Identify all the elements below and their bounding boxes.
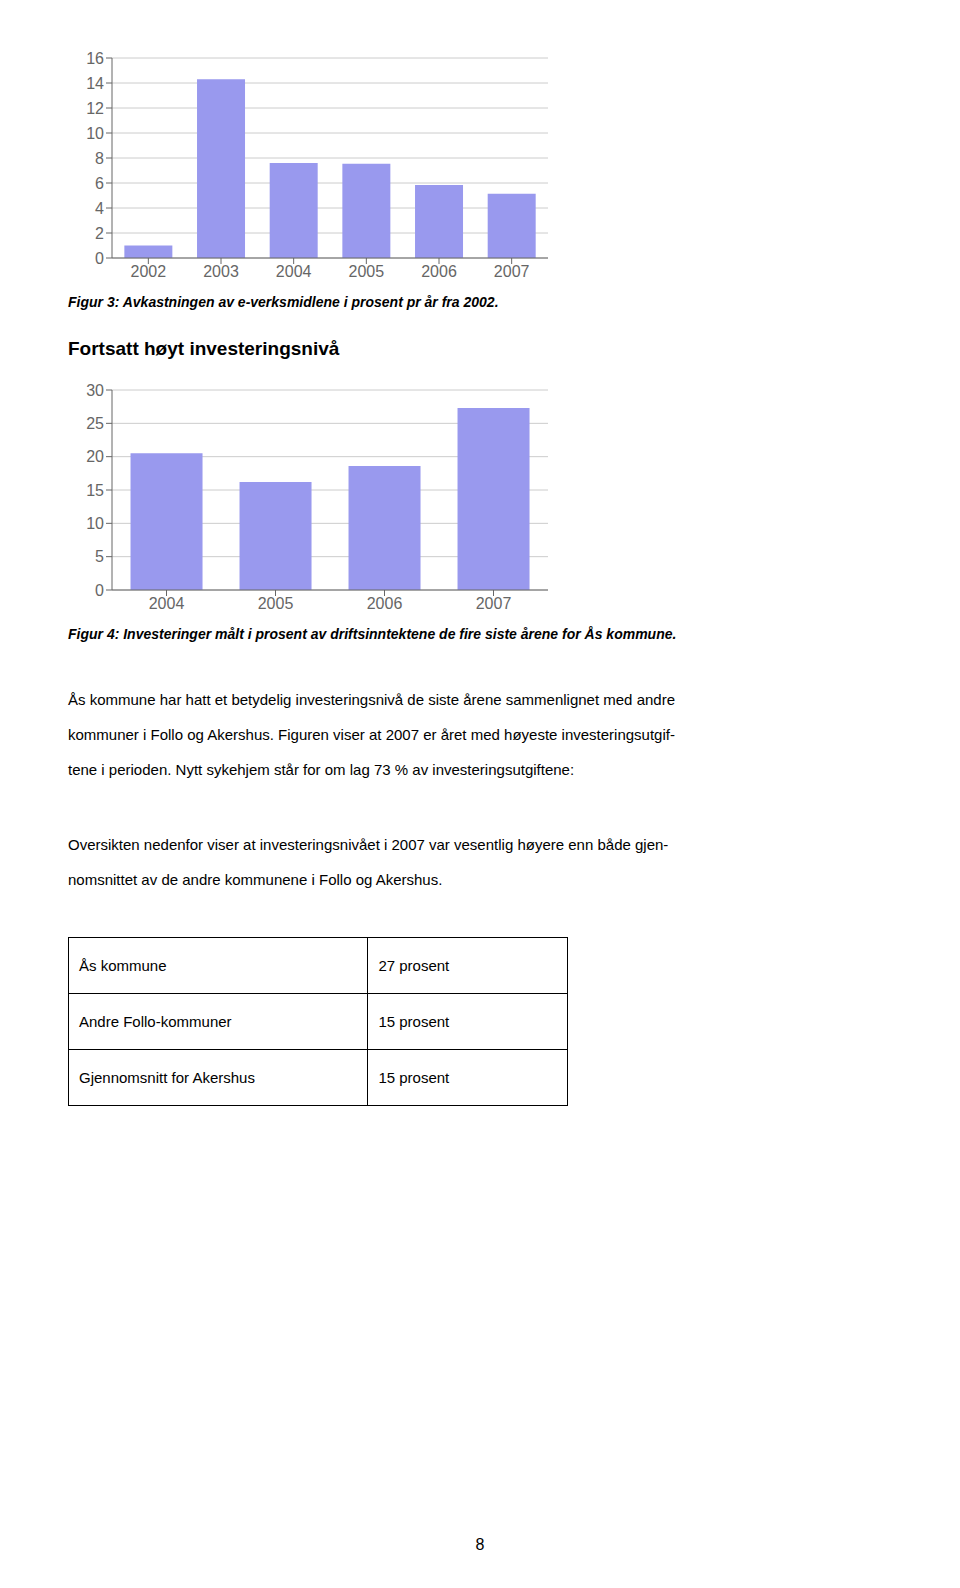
svg-text:2006: 2006 bbox=[367, 595, 403, 612]
svg-text:25: 25 bbox=[86, 415, 104, 432]
svg-text:2004: 2004 bbox=[149, 595, 185, 612]
html-text:Ås kommune har hatt et betydel: Ås kommune har hatt et betydelig investe… bbox=[68, 691, 675, 708]
html-text:kommuner i Follo og Akershus.: kommuner i Follo og Akershus. Figuren vi… bbox=[68, 726, 675, 743]
svg-text:14: 14 bbox=[86, 75, 104, 92]
svg-text:2003: 2003 bbox=[203, 263, 239, 280]
html-text:Gjennomsnitt for Akershus: Gjennomsnitt for Akershus bbox=[79, 1069, 255, 1086]
svg-text:20: 20 bbox=[86, 448, 104, 465]
html-text:Ås kommune: Ås kommune bbox=[79, 957, 167, 974]
html-text:Figur 4: Investeringer målt i: Figur 4: Investeringer målt i prosent av… bbox=[68, 626, 677, 642]
html-text:15 prosent: 15 prosent bbox=[378, 1069, 450, 1086]
html-text:27 prosent: 27 prosent bbox=[378, 957, 450, 974]
html-text:nomsnittet av de andre kommune: nomsnittet av de andre kommunene i Follo… bbox=[68, 871, 443, 888]
html-text:Oversikten nedenfor viser at i: Oversikten nedenfor viser at investering… bbox=[68, 836, 669, 853]
svg-text:0: 0 bbox=[95, 250, 104, 267]
svg-text:2005: 2005 bbox=[258, 595, 294, 612]
svg-text:8: 8 bbox=[95, 150, 104, 167]
svg-text:10: 10 bbox=[86, 125, 104, 142]
html-text:Fortsatt høyt investeringsnivå: Fortsatt høyt investeringsnivå bbox=[68, 338, 340, 359]
svg-text:4: 4 bbox=[95, 200, 104, 217]
svg-text:15: 15 bbox=[86, 482, 104, 499]
svg-text:2006: 2006 bbox=[421, 263, 457, 280]
svg-text:0: 0 bbox=[95, 582, 104, 599]
html-text:8: 8 bbox=[475, 1536, 485, 1553]
svg-text:16: 16 bbox=[86, 50, 104, 67]
html-text:tene i perioden. Nytt sykehjem: tene i perioden. Nytt sykehjem står for … bbox=[68, 761, 575, 778]
svg-text:12: 12 bbox=[86, 100, 104, 117]
svg-text:2002: 2002 bbox=[131, 263, 167, 280]
svg-text:2005: 2005 bbox=[349, 263, 385, 280]
html-text:Andre Follo-kommuner: Andre Follo-kommuner bbox=[79, 1013, 232, 1030]
html-text:15 prosent: 15 prosent bbox=[378, 1013, 450, 1030]
svg-text:10: 10 bbox=[86, 515, 104, 532]
svg-text:2007: 2007 bbox=[494, 263, 530, 280]
svg-text:6: 6 bbox=[95, 175, 104, 192]
svg-text:5: 5 bbox=[95, 548, 104, 565]
svg-text:2: 2 bbox=[95, 225, 104, 242]
svg-text:30: 30 bbox=[86, 382, 104, 399]
svg-text:2007: 2007 bbox=[476, 595, 512, 612]
html-text:Figur 3: Avkastningen av e-ver: Figur 3: Avkastningen av e-verksmidlene … bbox=[68, 294, 499, 310]
svg-text:2004: 2004 bbox=[276, 263, 312, 280]
